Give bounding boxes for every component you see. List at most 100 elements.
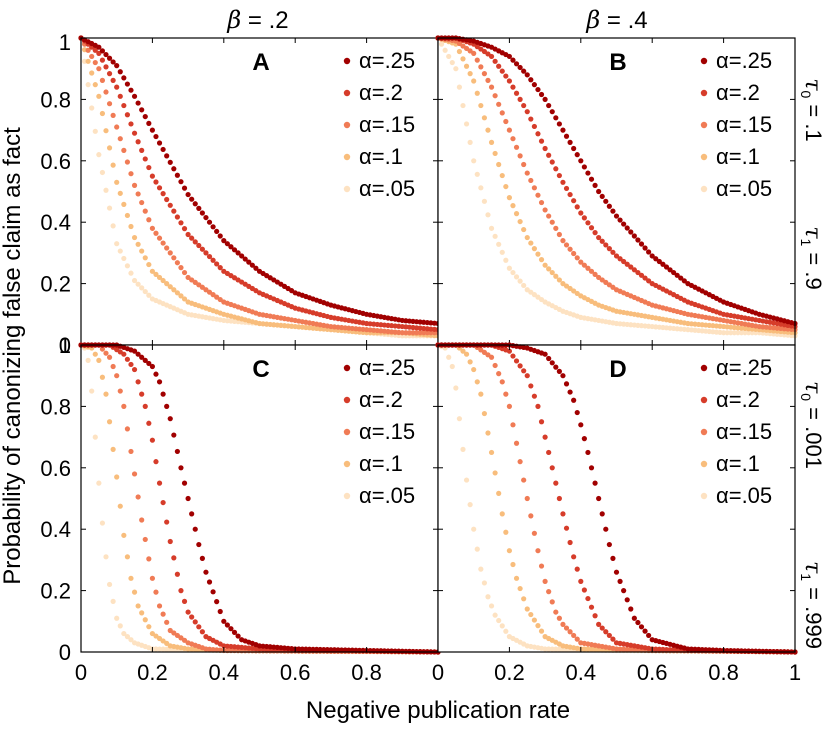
data-point (621, 221, 627, 227)
legend-marker (700, 153, 708, 161)
data-point (139, 517, 145, 523)
data-point (542, 351, 548, 357)
data-point (114, 241, 120, 247)
data-point (745, 330, 752, 336)
data-point (221, 238, 227, 244)
data-point (549, 360, 555, 366)
data-point (135, 603, 141, 609)
row-label-tau1-bottom: τ1 = .999 (798, 561, 826, 649)
data-point (142, 156, 148, 162)
x-tick-label: 0.8 (708, 660, 739, 685)
data-point (160, 277, 166, 284)
data-point (171, 255, 177, 261)
data-point (506, 348, 512, 354)
legend-entry: α=.15 (359, 419, 415, 444)
data-point (560, 127, 566, 133)
data-point (124, 263, 131, 269)
data-point (510, 561, 516, 568)
data-point (631, 615, 637, 621)
data-point (167, 159, 173, 165)
data-point (106, 354, 113, 360)
data-point (85, 58, 91, 64)
data-point (556, 231, 562, 238)
data-point (164, 619, 170, 625)
data-point (121, 403, 127, 409)
data-point (524, 373, 530, 379)
x-tick-label: 0 (75, 660, 87, 685)
data-point (574, 566, 580, 572)
data-point (503, 118, 509, 125)
data-point (110, 363, 116, 370)
data-point (442, 47, 448, 53)
panel-D: 0 0.2 0.4 0.6 0.8 1 D α=.25 α=.2 α=.15 α=.1 α=.05 (432, 342, 801, 685)
data-point (488, 139, 495, 145)
data-point (592, 613, 598, 619)
data-point (560, 621, 566, 627)
data-point (496, 101, 502, 107)
data-point (446, 354, 452, 360)
legend-marker (343, 121, 351, 129)
y-tick-label: 0.8 (40, 87, 71, 112)
data-point (103, 51, 109, 58)
data-point (628, 264, 634, 270)
plot-layer: 00.20.40.60.81A α=.25α=.2α=.15α=.1α=.05B α… (40, 30, 801, 685)
data-point (671, 269, 677, 276)
data-point (542, 434, 548, 440)
data-point (485, 127, 491, 133)
data-point (510, 353, 516, 359)
data-point (456, 416, 463, 422)
data-point (560, 511, 566, 517)
data-point (581, 436, 587, 442)
data-point (553, 273, 559, 279)
data-point (546, 102, 552, 109)
data-point (624, 597, 630, 603)
data-point (596, 495, 602, 502)
data-point (574, 255, 580, 261)
data-point (556, 121, 562, 127)
data-point (124, 112, 131, 118)
data-point (99, 77, 106, 83)
x-tick-label: 0.4 (566, 660, 597, 685)
data-point (92, 59, 98, 66)
data-point (217, 265, 223, 271)
data-point (499, 511, 505, 517)
data-point (524, 72, 530, 78)
data-point (563, 133, 570, 139)
data-point (603, 242, 609, 248)
data-point (99, 110, 106, 117)
data-point (506, 265, 512, 271)
data-point (646, 632, 652, 639)
data-point (621, 258, 627, 265)
data-point (535, 548, 541, 554)
data-point (142, 208, 148, 214)
data-point (478, 64, 484, 70)
data-point (114, 474, 120, 480)
data-point (521, 477, 527, 483)
data-point (103, 64, 109, 70)
data-point (603, 629, 609, 635)
data-point (596, 621, 602, 627)
data-point (588, 604, 595, 610)
data-point (85, 47, 91, 53)
data-point (406, 330, 413, 336)
data-point (610, 208, 616, 214)
data-point (546, 152, 552, 158)
legend-marker (700, 121, 708, 129)
data-point (506, 195, 512, 201)
x-tick-label: 0.8 (351, 660, 382, 685)
data-point (146, 360, 152, 367)
data-point (128, 575, 134, 581)
data-point (417, 330, 423, 336)
data-point (578, 210, 584, 216)
data-point (521, 368, 527, 374)
data-point (556, 615, 562, 621)
data-point (92, 434, 98, 440)
data-point (449, 59, 455, 66)
panel-C: 00.20.40.60.810 0.2 0.4 0.6 0.8C α=.25α=.2α=.… (40, 333, 441, 685)
data-point (178, 265, 184, 271)
data-point (542, 207, 548, 213)
data-point (610, 555, 616, 561)
legend-marker (700, 185, 708, 193)
data-point (149, 173, 155, 179)
x-tick-label: 0.2 (494, 660, 525, 685)
